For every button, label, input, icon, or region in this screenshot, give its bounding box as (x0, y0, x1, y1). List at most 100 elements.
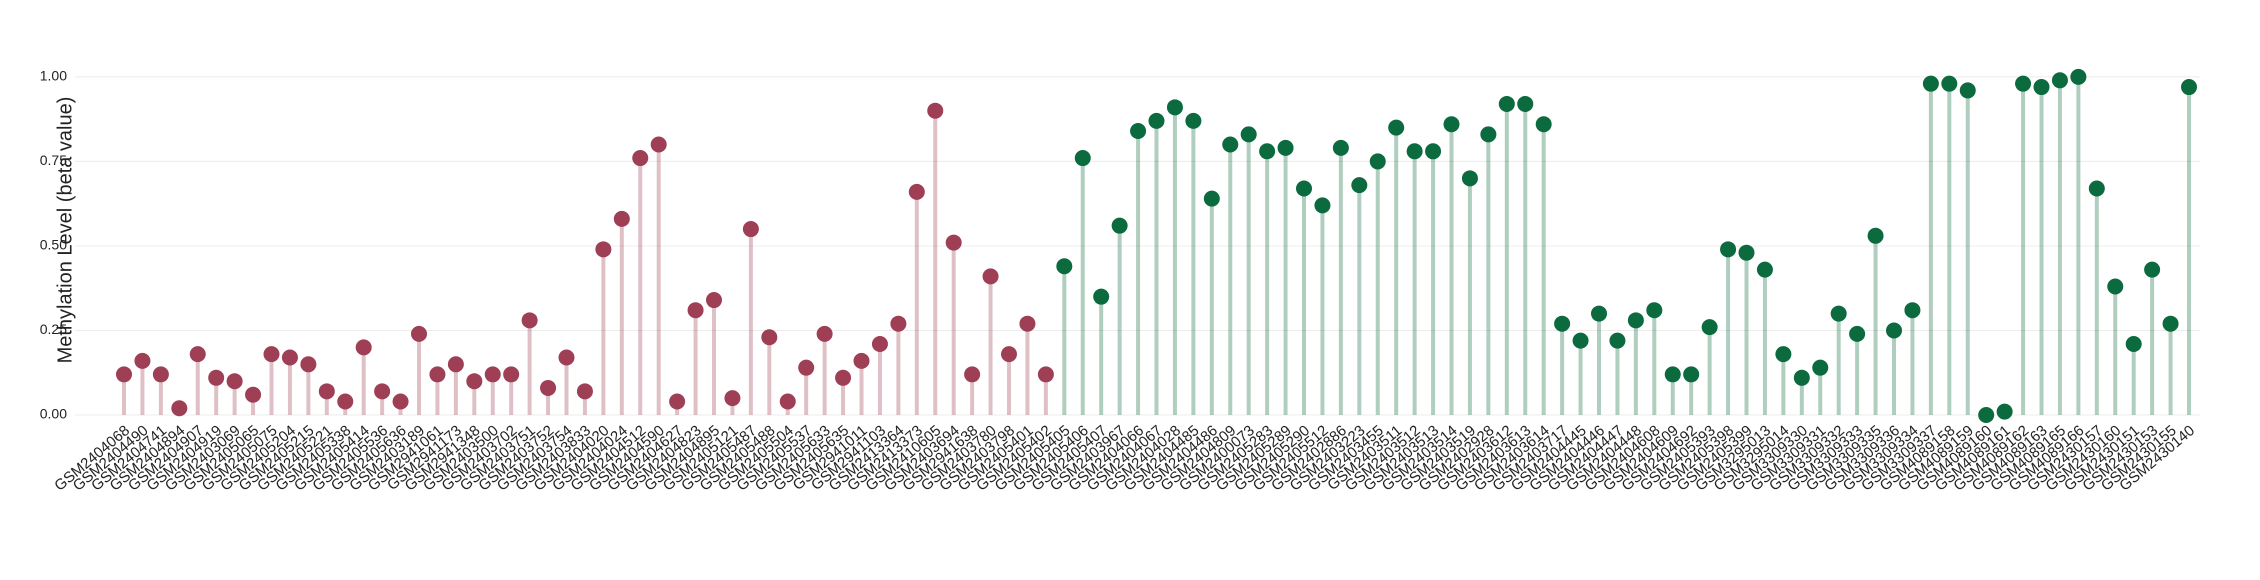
y-tick-label: 1.00 (40, 68, 67, 84)
dot (1001, 346, 1017, 363)
dot (1203, 190, 1220, 207)
dot (576, 383, 593, 400)
dot (1959, 82, 1976, 99)
dot (1922, 75, 1939, 92)
dot (1130, 123, 1147, 139)
dot (1683, 366, 1700, 383)
dot (1461, 170, 1478, 187)
dot (724, 390, 741, 407)
dot (853, 352, 870, 369)
dot (245, 386, 262, 403)
dot (779, 393, 796, 410)
dot (1849, 325, 1866, 342)
dot (982, 268, 999, 285)
dot (1664, 366, 1681, 383)
dot (1314, 197, 1331, 214)
dot (1812, 359, 1829, 376)
dot (1185, 112, 1202, 129)
dot (1756, 261, 1773, 278)
dot (706, 292, 722, 309)
dot (1240, 126, 1257, 143)
dot (1793, 369, 1810, 386)
dot (1425, 143, 1442, 160)
dot (890, 315, 907, 332)
dot (871, 336, 888, 352)
dot (2015, 75, 2032, 92)
dot (1627, 312, 1644, 329)
dot (300, 356, 317, 373)
dot (337, 393, 354, 410)
dot (1535, 116, 1552, 133)
dot (1517, 95, 1534, 112)
dot (411, 325, 427, 342)
dot (281, 349, 298, 366)
dot (355, 339, 372, 356)
dot (392, 393, 409, 410)
dot (1498, 95, 1515, 112)
dot (2125, 336, 2142, 352)
dot (503, 366, 520, 383)
dot (1037, 366, 1054, 383)
dot (2033, 79, 2050, 96)
dot (595, 241, 612, 258)
dot (152, 366, 169, 383)
y-tick-label: 0.75 (40, 152, 67, 168)
dot (2088, 180, 2105, 197)
dot (540, 379, 557, 396)
dot (1259, 143, 1276, 160)
dot (816, 325, 833, 342)
y-tick-label: 0.25 (40, 321, 67, 337)
dot (1572, 332, 1589, 349)
dot (687, 302, 704, 319)
dot (1148, 112, 1165, 129)
dot (1554, 315, 1571, 332)
dot (1166, 99, 1183, 116)
dot (374, 383, 391, 400)
dot (1019, 315, 1036, 332)
dot (1406, 143, 1423, 160)
dot (318, 383, 335, 400)
dot (1056, 258, 1073, 275)
y-tick-label: 0.00 (40, 406, 67, 422)
dot (2070, 68, 2087, 85)
dot (945, 234, 962, 251)
dot (1609, 332, 1626, 349)
dot (466, 373, 483, 390)
dot (1074, 150, 1091, 167)
dot (226, 373, 243, 390)
dot (669, 393, 686, 410)
dot (1941, 75, 1958, 92)
dot (1886, 322, 1902, 339)
dot (835, 369, 852, 386)
dot (1591, 305, 1607, 322)
dot (2144, 261, 2161, 278)
dot (1646, 302, 1663, 319)
dot (2181, 79, 2197, 96)
y-tick-label: 0.50 (40, 237, 67, 253)
dot (1443, 116, 1460, 133)
dot (484, 366, 501, 383)
dot (447, 356, 464, 373)
dot (2162, 315, 2179, 332)
dot (1388, 119, 1405, 136)
dot (1277, 139, 1294, 156)
dot (2051, 72, 2068, 89)
dot (650, 136, 667, 153)
y-axis-label: Methylation Level (beta value) (54, 97, 76, 364)
dot (1738, 244, 1755, 261)
dot (632, 150, 649, 167)
dot (1720, 241, 1737, 258)
dot (263, 346, 280, 363)
dot (429, 366, 446, 383)
dot (613, 210, 630, 227)
dot (964, 366, 981, 383)
dot (189, 346, 206, 363)
dot (1830, 305, 1847, 322)
dot (134, 352, 151, 369)
dot (1369, 153, 1386, 170)
dot (1480, 126, 1497, 143)
dot (1904, 302, 1921, 319)
dot (742, 221, 759, 238)
dot (2107, 278, 2124, 295)
